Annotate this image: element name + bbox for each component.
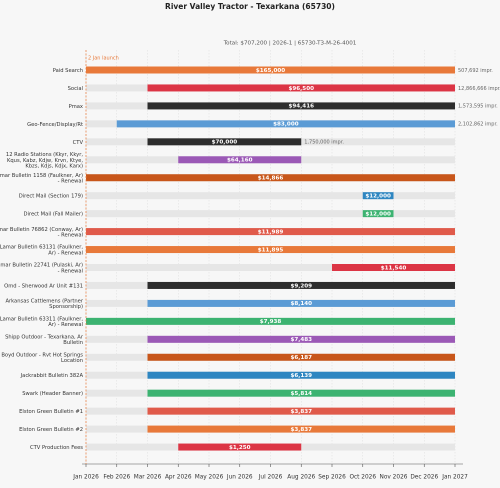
- cost-label: $165,000: [256, 68, 285, 74]
- task-bar: [116, 120, 455, 128]
- task-label: CTV Production Fees: [30, 445, 83, 451]
- task-label: Lamar Bulletin 63131 (Faulkner, Ar) - Re…: [0, 244, 83, 256]
- chart-title: River Valley Tractor - Texarkana (65730): [165, 2, 335, 11]
- cost-label: $7,938: [260, 319, 282, 325]
- task-bar: [147, 353, 455, 361]
- cost-label: $3,837: [290, 427, 312, 433]
- cost-label: $83,000: [273, 122, 299, 128]
- task-label: Elston Green Bulletin #1: [19, 409, 83, 415]
- cost-label: $5,814: [290, 391, 312, 397]
- launch-annotation: 2 Jan launch: [88, 56, 119, 62]
- impressions-label: 1,750,000 impr.: [304, 140, 344, 146]
- task-bar: [147, 371, 455, 379]
- task-label: Boyd Outdoor - Rvt Hot Springs Location: [1, 352, 83, 364]
- task-bar: [147, 425, 455, 433]
- task-label: Shipp Outdoor - Texarkana, Ar Bulletin: [5, 334, 84, 346]
- task-bar: [147, 407, 455, 415]
- task-label: Paid Search: [53, 68, 83, 74]
- task-label: 12 Radio Stations (Kkyr, Kkyr, Kqus, Kab…: [5, 152, 83, 169]
- x-tick-label: Dec 2026: [410, 475, 438, 481]
- cost-label: $11,540: [381, 265, 407, 271]
- task-bar: [332, 264, 455, 271]
- x-tick-label: Apr 2026: [165, 475, 192, 481]
- cost-label: $12,000: [365, 193, 391, 199]
- cost-label: $9,209: [290, 283, 312, 289]
- x-tick-label: Nov 2026: [380, 475, 408, 481]
- task-label: Geo-Fence/Display/Rt: [27, 121, 83, 127]
- x-tick-label: Jan 2027: [441, 475, 468, 481]
- task-label: Elston Green Bulletin #2: [19, 427, 83, 433]
- task-label: Lamar Bulletin 76862 (Conway, Ar) - Rene…: [0, 226, 83, 238]
- task-label: Jackrabbit Bulletin 382A: [20, 373, 84, 379]
- cost-label: $94,416: [289, 104, 315, 110]
- task-bar: [147, 84, 455, 92]
- task-bar: [86, 317, 455, 325]
- task-label: Direct Mail (Fall Mailer): [24, 211, 84, 217]
- task-bar: [86, 174, 455, 182]
- x-tick-label: Feb 2026: [103, 475, 130, 481]
- cost-label: $64,160: [227, 158, 253, 164]
- task-bar: [86, 228, 455, 236]
- cost-label: $3,837: [290, 409, 312, 415]
- impressions-label: 2,102,862 impr.: [458, 122, 498, 128]
- cost-label: $14,866: [258, 176, 284, 182]
- x-tick-label: Jul 2026: [258, 475, 283, 481]
- task-label: Arkansas Cattlemens (Partner Sponsorship…: [5, 298, 83, 310]
- task-label: Swark (Header Banner): [22, 391, 83, 397]
- task-bar: [178, 443, 302, 451]
- impressions-label: 1,573,595 impr.: [458, 104, 498, 110]
- x-tick-label: Jun 2026: [226, 475, 253, 481]
- impressions-label: 507,692 impr.: [458, 68, 493, 74]
- cost-label: $6,139: [290, 373, 312, 379]
- cost-label: $70,000: [212, 140, 238, 146]
- task-label: Lamar Bulletin 22741 (Pulaski, Ar) - Ren…: [0, 262, 83, 274]
- task-bar: [362, 210, 394, 218]
- x-tick-label: Oct 2026: [349, 475, 376, 481]
- task-label: Lamar Bulletin 63311 (Faulkner, Ar) - Re…: [0, 316, 83, 328]
- x-tick-label: May 2026: [195, 475, 224, 481]
- x-tick-label: Aug 2026: [287, 475, 315, 481]
- task-label: CTV: [73, 139, 84, 145]
- cost-label: $7,483: [290, 337, 312, 343]
- task-bar: [86, 66, 455, 74]
- cost-label: $11,989: [258, 229, 284, 235]
- x-tick-label: Sep 2026: [318, 475, 346, 481]
- task-bar: [147, 335, 455, 343]
- track: [86, 192, 455, 200]
- chart-subtitle: Total: $707,200 | 2026-1 | 65730-T3-M-26…: [223, 41, 357, 47]
- task-label: Lamar Bulletin 1158 (Faulkner, Ar) - Ren…: [0, 172, 83, 184]
- task-bar: [362, 192, 394, 200]
- x-tick-label: Jan 2026: [72, 475, 99, 481]
- task-bar: [147, 138, 302, 146]
- track: [86, 264, 455, 271]
- x-tick-label: Mar 2026: [134, 475, 162, 481]
- task-bar: [147, 281, 455, 289]
- task-label: Omd - Sherwood Ar Unit #131: [4, 283, 83, 289]
- task-bar: [86, 246, 455, 254]
- impressions-label: 12,866,666 impr.: [458, 86, 500, 92]
- cost-label: $12,000: [365, 211, 391, 217]
- task-bar: [147, 299, 455, 307]
- cost-label: $8,140: [290, 301, 312, 307]
- task-label: Social: [68, 85, 83, 91]
- task-bar: [147, 389, 455, 397]
- track: [86, 210, 455, 218]
- task-label: Direct Mail (Section 179): [19, 193, 83, 199]
- task-label: Pmax: [69, 103, 83, 109]
- cost-label: $1,250: [229, 445, 251, 451]
- task-bar: [178, 156, 302, 164]
- task-bar: [147, 102, 455, 110]
- cost-label: $6,187: [290, 355, 312, 361]
- cost-label: $11,895: [258, 247, 284, 253]
- cost-label: $96,500: [289, 86, 315, 92]
